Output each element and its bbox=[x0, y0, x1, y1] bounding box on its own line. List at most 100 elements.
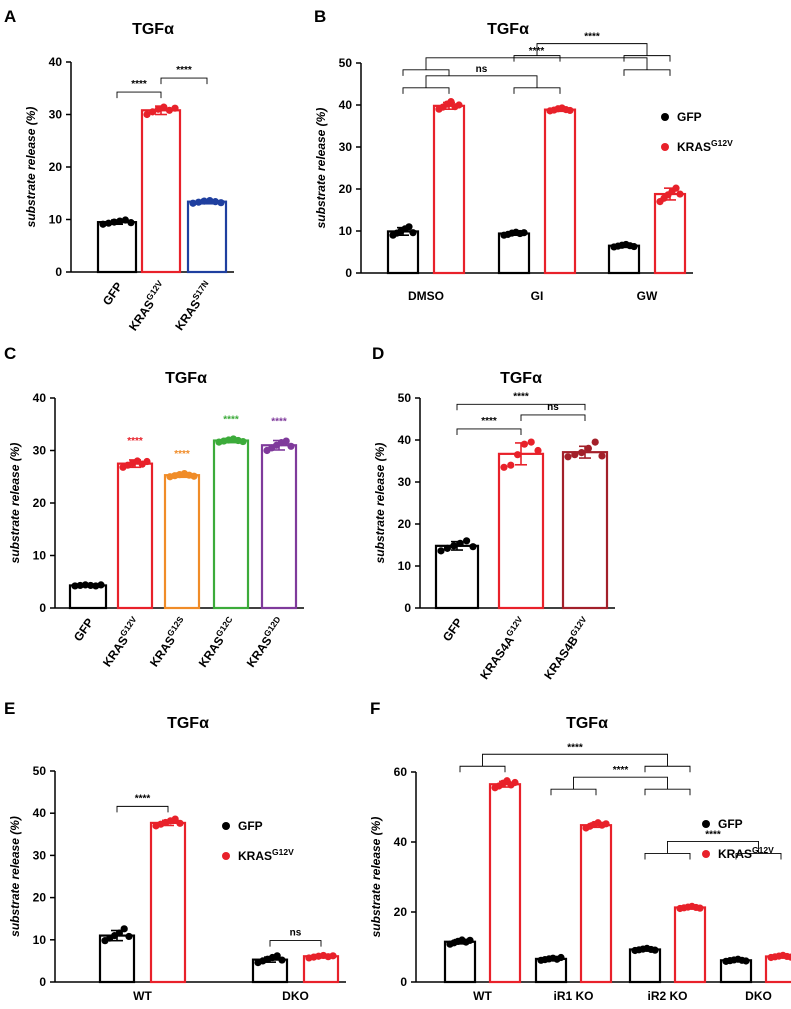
y-tick-label: 0 bbox=[404, 601, 411, 615]
group-bracket bbox=[550, 788, 597, 796]
significance-label: ns bbox=[476, 64, 488, 75]
data-point bbox=[584, 444, 593, 452]
bar bbox=[543, 108, 577, 275]
x-tick-label-base: KRAS bbox=[196, 634, 227, 670]
bar bbox=[561, 451, 609, 610]
group-bracket bbox=[513, 87, 561, 94]
y-tick-label: 10 bbox=[339, 224, 353, 238]
y-tick-label: 0 bbox=[39, 601, 46, 615]
data-point bbox=[125, 932, 133, 941]
bar bbox=[140, 109, 182, 274]
significance-bracket bbox=[269, 940, 322, 947]
legend-marker bbox=[661, 113, 669, 121]
bar bbox=[434, 544, 480, 610]
y-tick-label: 10 bbox=[33, 549, 47, 563]
data-point bbox=[127, 219, 135, 227]
significance-label: **** bbox=[127, 436, 143, 447]
data-point bbox=[176, 819, 184, 827]
panel-e: E TGFα 0 10 20 30 40 50 substrate release (%) WT D… bbox=[4, 699, 346, 1003]
legend-label-base: GFP bbox=[238, 819, 263, 833]
panel-b: B TGFα 0 10 20 30 40 50 substrate release (%) DMS… bbox=[314, 7, 733, 303]
x-tick-label-base: KRAS bbox=[100, 634, 131, 670]
panel-title: TGFα bbox=[167, 715, 209, 732]
y-tick-label: 40 bbox=[339, 98, 353, 112]
x-group-label: DKO bbox=[745, 989, 772, 1003]
data-point bbox=[520, 440, 529, 448]
data-point bbox=[578, 449, 586, 457]
x-group-label: WT bbox=[473, 989, 492, 1003]
data-point bbox=[110, 218, 118, 226]
y-tick-label: 50 bbox=[339, 56, 353, 70]
y-axis-label: substrate release (%) bbox=[373, 443, 387, 564]
group-bracket bbox=[402, 87, 450, 94]
bar bbox=[186, 200, 228, 274]
data-point bbox=[143, 110, 151, 119]
data-point bbox=[76, 581, 84, 590]
data-point bbox=[630, 242, 638, 251]
data-point bbox=[149, 108, 157, 116]
x-tick-label: GFP bbox=[71, 616, 97, 644]
x-tick-label-base: KRAS bbox=[147, 634, 178, 670]
data-point bbox=[514, 451, 522, 459]
significance-label: ns bbox=[547, 402, 559, 413]
group-bracket bbox=[623, 69, 671, 76]
significance-label: ns bbox=[290, 928, 302, 939]
x-tick-label-superscript: G12V bbox=[504, 614, 525, 638]
x-tick-label-superscript: G12S bbox=[165, 614, 186, 638]
bar bbox=[579, 824, 613, 984]
data-point bbox=[206, 197, 214, 205]
legend-marker bbox=[702, 820, 710, 828]
legend-marker bbox=[702, 850, 710, 858]
data-point bbox=[165, 106, 173, 114]
data-point bbox=[527, 438, 535, 446]
legend-label: GFP bbox=[238, 819, 263, 833]
x-group-label: GW bbox=[637, 289, 658, 303]
y-axis-label: substrate release (%) bbox=[8, 443, 22, 564]
data-point bbox=[466, 936, 474, 944]
bar bbox=[163, 474, 201, 610]
bar bbox=[432, 104, 466, 275]
bar bbox=[96, 221, 138, 274]
data-point bbox=[282, 437, 290, 445]
y-tick-label: 0 bbox=[55, 265, 62, 279]
data-point bbox=[239, 437, 247, 446]
y-tick-label: 40 bbox=[398, 433, 412, 447]
significance-bracket bbox=[536, 43, 648, 56]
panel-label: D bbox=[372, 344, 384, 363]
significance-label: **** bbox=[223, 414, 239, 425]
group-bracket bbox=[644, 853, 691, 860]
y-axis-label: substrate release (%) bbox=[8, 816, 22, 937]
data-point bbox=[278, 956, 286, 964]
data-point bbox=[115, 929, 123, 937]
x-group-label: iR2 KO bbox=[647, 989, 687, 1003]
significance-bracket bbox=[116, 805, 169, 813]
bar bbox=[497, 452, 545, 610]
group-bracket bbox=[402, 69, 450, 76]
data-point bbox=[405, 223, 413, 231]
data-point bbox=[500, 463, 508, 471]
bar bbox=[488, 783, 522, 984]
y-tick-label: 50 bbox=[33, 764, 47, 778]
legend-label-superscript: G12V bbox=[711, 138, 733, 148]
x-tick-label-base: KRAS bbox=[172, 297, 203, 333]
data-point bbox=[651, 946, 659, 954]
significance-bracket bbox=[482, 753, 668, 767]
group-bracket bbox=[644, 788, 691, 796]
x-tick-label: KRASG12V bbox=[124, 278, 169, 333]
x-tick-label-superscript: G12C bbox=[214, 615, 235, 639]
legend-label: KRASG12V bbox=[677, 138, 733, 154]
data-point bbox=[571, 451, 579, 459]
significance-bracket bbox=[667, 841, 759, 854]
data-point bbox=[520, 229, 528, 237]
data-point bbox=[171, 815, 179, 823]
significance-label: **** bbox=[529, 46, 545, 57]
data-point bbox=[154, 105, 162, 113]
y-tick-label: 10 bbox=[398, 559, 412, 573]
panel-title: TGFα bbox=[566, 715, 608, 732]
x-tick-label: KRASG12S bbox=[145, 614, 190, 669]
legend-label-base: KRAS bbox=[677, 140, 711, 154]
significance-label: **** bbox=[584, 32, 600, 43]
y-tick-label: 30 bbox=[339, 140, 353, 154]
y-tick-label: 20 bbox=[33, 891, 47, 905]
